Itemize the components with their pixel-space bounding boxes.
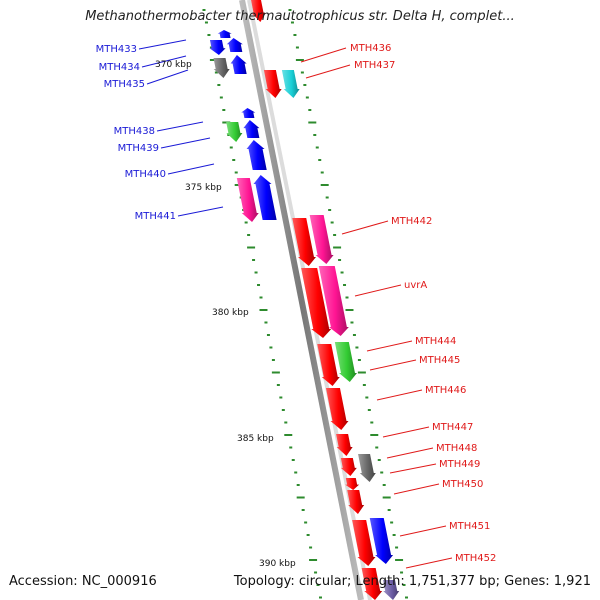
right-connector: [399, 525, 447, 537]
feature-mth436[interactable]: [263, 70, 282, 98]
feature-mth435[interactable]: [213, 58, 230, 78]
right-connector: [305, 64, 351, 79]
gene-label-mth436[interactable]: MTH436: [350, 43, 391, 54]
left-connector: [177, 206, 224, 217]
feature-mth452[interactable]: [361, 568, 383, 600]
feature-mth438[interactable]: [226, 122, 243, 142]
right-connector: [386, 447, 434, 459]
feature-mth442[interactable]: [292, 218, 316, 266]
gene-label-mth452[interactable]: MTH452: [455, 553, 496, 564]
feature-mth439[interactable]: [243, 120, 260, 138]
right-connector: [354, 284, 402, 297]
gene-label-mth434[interactable]: MTH434: [99, 62, 140, 73]
feature-top[interactable]: [251, 0, 266, 22]
scale-label-390: 390 kbp: [259, 559, 296, 569]
gene-label-mth449[interactable]: MTH449: [439, 459, 480, 470]
feature-mth434[interactable]: [226, 38, 243, 52]
gene-label-mth433[interactable]: MTH433: [96, 44, 137, 55]
feature-mth442b[interactable]: [309, 215, 334, 264]
gene-label-mth448[interactable]: MTH448: [436, 443, 477, 454]
feature-mth450[interactable]: [347, 490, 365, 514]
feature-mth435b[interactable]: [230, 55, 247, 74]
right-connector: [376, 389, 423, 401]
right-connector: [389, 463, 437, 474]
feature-mth448[interactable]: [358, 454, 376, 482]
topology-summary: Topology: circular; Length: 1,751,377 bp…: [233, 574, 591, 589]
label-connectors: [138, 39, 453, 569]
feature-mth445[interactable]: [334, 342, 357, 382]
right-connector: [382, 426, 430, 438]
feature-uvra-b[interactable]: [318, 266, 349, 336]
scale-label-380: 380 kbp: [212, 308, 249, 318]
gene-label-mth451[interactable]: MTH451: [449, 521, 490, 532]
feature-mth444[interactable]: [317, 344, 340, 386]
right-connector: [366, 340, 413, 352]
left-connector: [156, 121, 204, 132]
gene-features: [209, 0, 400, 600]
feature-mth440[interactable]: [246, 140, 267, 170]
feature-mth446[interactable]: [325, 388, 349, 430]
gene-label-uvra[interactable]: uvrA: [404, 280, 427, 291]
right-connector: [393, 483, 440, 495]
scale-label-375: 375 kbp: [185, 183, 222, 193]
right-connector: [405, 557, 453, 569]
feature-mth451[interactable]: [352, 520, 376, 566]
gene-label-mth446[interactable]: MTH446: [425, 385, 466, 396]
left-gene-labels: MTH433 MTH434 MTH435 MTH438 MTH439 MTH44…: [96, 44, 176, 222]
right-connector: [341, 220, 389, 235]
gene-label-mth441[interactable]: MTH441: [135, 211, 176, 222]
gene-label-mth450[interactable]: MTH450: [442, 479, 483, 490]
left-connector: [138, 39, 187, 50]
feature-mth433[interactable]: [209, 40, 226, 55]
backbone: [239, 0, 364, 600]
feature-mth447[interactable]: [336, 434, 353, 456]
feature-mth441[interactable]: [236, 178, 259, 222]
scale-label-370: 370 kbp: [155, 60, 192, 70]
left-connector: [141, 55, 187, 68]
gene-label-mth438[interactable]: MTH438: [114, 126, 155, 137]
right-connector: [300, 47, 347, 63]
gene-label-mth442[interactable]: MTH442: [391, 216, 432, 227]
feature-uvra[interactable]: [301, 268, 332, 338]
page-title: Methanothermobacter thermautotrophicus s…: [85, 9, 515, 24]
left-connector: [167, 163, 215, 175]
right-connector: [369, 359, 417, 371]
scale-label-385: 385 kbp: [237, 434, 274, 444]
feature-mth439a[interactable]: [241, 108, 256, 118]
feature-mth449[interactable]: [340, 458, 357, 476]
feature-mth441b[interactable]: [253, 175, 277, 220]
gene-label-mth437[interactable]: MTH437: [354, 60, 395, 71]
gene-label-mth440[interactable]: MTH440: [125, 169, 166, 180]
feature-mth437[interactable]: [281, 70, 300, 98]
scale-ticks: [202, 9, 409, 599]
gene-label-mth435[interactable]: MTH435: [104, 79, 145, 90]
left-connector: [146, 69, 189, 85]
right-gene-labels: MTH436 MTH437 MTH442 uvrA MTH444 MTH445 …: [350, 43, 496, 564]
gene-label-mth445[interactable]: MTH445: [419, 355, 460, 366]
feature-mth450a[interactable]: [345, 478, 360, 490]
feature-mth453[interactable]: [383, 580, 400, 600]
gene-label-mth444[interactable]: MTH444: [415, 336, 456, 347]
accession-text: Accession: NC_000916: [9, 574, 157, 589]
gene-label-mth447[interactable]: MTH447: [432, 422, 473, 433]
gene-label-mth439[interactable]: MTH439: [118, 143, 159, 154]
feature-mth451b[interactable]: [369, 518, 394, 564]
left-connector: [160, 137, 211, 149]
scale-labels: 370 kbp 375 kbp 380 kbp 385 kbp 390 kbp: [155, 60, 296, 569]
feature-mth433a[interactable]: [217, 30, 232, 38]
